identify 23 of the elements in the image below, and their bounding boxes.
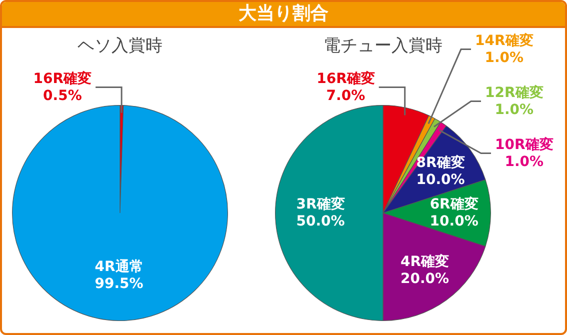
slice-label: 4R確変 bbox=[400, 253, 450, 270]
data-label: 20.0% bbox=[400, 271, 450, 288]
chart-title: 電チュー入賞時 bbox=[324, 36, 442, 56]
slice-label: 12R確変 bbox=[485, 84, 544, 101]
slice-label: 6R確変 bbox=[430, 196, 478, 213]
data-label: 10.0% bbox=[430, 214, 478, 230]
slice-label: 4R通常 bbox=[94, 258, 144, 276]
data-label: 50.0% bbox=[296, 214, 345, 230]
data-label: 1.0% bbox=[504, 154, 544, 170]
data-label: 10.0% bbox=[416, 172, 465, 188]
data-label: 1.0% bbox=[484, 50, 524, 66]
slice-label: 16R確変 bbox=[33, 70, 92, 87]
slice-label: 8R確変 bbox=[416, 154, 465, 171]
data-label: 99.5% bbox=[94, 276, 144, 292]
data-label: 1.0% bbox=[494, 102, 534, 118]
slice-label: 3R確変 bbox=[296, 196, 345, 213]
slice-label: 10R確変 bbox=[495, 136, 554, 153]
text: 大当り割合 bbox=[2, 2, 565, 28]
slice-label: 16R確変 bbox=[316, 70, 375, 87]
data-label: 0.5% bbox=[43, 88, 82, 104]
chart-title: ヘソ入賞時 bbox=[76, 35, 164, 57]
slice-label: 14R確変 bbox=[475, 32, 534, 49]
data-label: 7.0% bbox=[326, 88, 366, 104]
